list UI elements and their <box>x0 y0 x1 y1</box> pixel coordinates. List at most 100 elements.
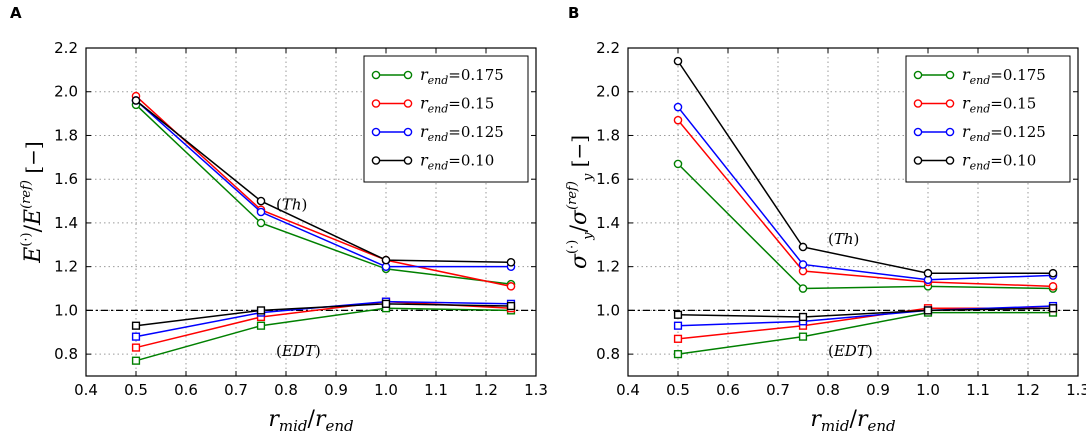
series-line-edt <box>135 307 512 362</box>
x-tick-label: 0.8 <box>274 381 298 399</box>
y-tick-label: 1.0 <box>54 301 78 319</box>
data-point-th <box>673 159 683 169</box>
data-point-edt <box>256 306 266 315</box>
y-tick-label: 2.0 <box>596 83 620 101</box>
data-point-edt <box>506 301 516 311</box>
data-point-th <box>131 96 141 105</box>
legend-marker <box>945 70 955 80</box>
series-line-edt <box>135 303 512 327</box>
series-line-edt <box>677 311 1053 355</box>
data-point-edt <box>131 356 141 365</box>
x-tick-label: 1.2 <box>474 381 498 399</box>
y-tick-label: 2.0 <box>54 83 78 101</box>
x-tick-label: 0.4 <box>616 381 640 399</box>
data-point-th <box>1048 282 1058 291</box>
legend-marker <box>945 127 955 137</box>
x-tick-label: 1.0 <box>374 381 398 399</box>
x-tick-label: 1.0 <box>916 381 940 399</box>
data-point-edt <box>131 332 141 341</box>
y-tick-label: 0.8 <box>596 345 620 363</box>
data-point-th <box>381 255 391 265</box>
data-point-edt <box>256 321 266 330</box>
x-tick-label: 0.4 <box>74 381 98 399</box>
legend-marker <box>945 156 955 165</box>
x-tick-label: 1.3 <box>1066 381 1086 399</box>
data-point-edt <box>798 332 808 341</box>
y-axis-label: σ(·)y/σ(ref)y [−] <box>565 135 596 269</box>
series-line-th <box>677 119 1054 288</box>
legend-marker <box>403 99 413 108</box>
data-point-th <box>256 207 266 217</box>
y-tick-label: 0.8 <box>54 345 78 363</box>
data-point-edt <box>673 310 683 319</box>
x-tick-label: 0.7 <box>224 381 248 399</box>
series-line-th <box>135 99 512 264</box>
series-line-th <box>135 99 511 268</box>
y-axis-label: E(·)/E(ref) [−] <box>19 141 46 263</box>
x-axis-label: rmid/rend <box>268 407 353 435</box>
legend-entry: rend=0.125 <box>420 122 504 144</box>
x-tick-label: 1.3 <box>524 381 548 399</box>
x-tick-label: 1.2 <box>1016 381 1040 399</box>
annotation: (EDT) <box>828 342 873 360</box>
legend-entry: rend=0.15 <box>962 94 1036 116</box>
y-tick-label: 2.2 <box>54 39 78 57</box>
legend-marker <box>945 99 955 108</box>
plot-frame <box>627 47 1079 377</box>
legend-marker <box>913 127 923 137</box>
x-tick-label: 0.9 <box>324 381 348 399</box>
series-line-th <box>677 163 1054 290</box>
panel-a: A 0.4 0.5 0.6 0.7 0.8 0.9 1.0 1.1 1.2 1.3 0.8 1.0 1.2… <box>10 4 548 435</box>
data-point-edt <box>1048 304 1058 313</box>
x-tick-label: 0.7 <box>766 381 790 399</box>
x-tick-label: 0.5 <box>124 381 148 399</box>
data-point-th <box>798 284 808 293</box>
data-point-th <box>506 257 516 267</box>
x-tick-label: 0.5 <box>666 381 690 399</box>
x-tick-label: 1.1 <box>424 381 448 399</box>
data-point-th <box>798 260 808 269</box>
y-tick-label: 1.4 <box>54 214 78 232</box>
legend-marker <box>371 70 381 80</box>
series-line-edt <box>135 300 512 349</box>
legend-marker <box>371 127 381 137</box>
y-tick-label: 1.2 <box>54 258 78 276</box>
data-point-th <box>673 102 683 112</box>
data-point-edt <box>923 306 933 315</box>
x-tick-label: 1.1 <box>966 381 990 399</box>
series-line-th <box>135 95 512 288</box>
series-line-edt <box>677 307 1054 318</box>
series-line-edt <box>677 305 1054 327</box>
series-line-th <box>135 104 512 285</box>
data-point-th <box>673 115 683 125</box>
data-point-edt <box>673 334 683 343</box>
series-line-th <box>677 60 1053 274</box>
data-point-edt <box>798 312 808 322</box>
data-point-th <box>673 56 683 66</box>
legend-entry: rend=0.175 <box>420 65 504 87</box>
legend-marker <box>371 156 381 165</box>
y-tick-label: 1.6 <box>596 170 620 188</box>
x-tick-label: 0.9 <box>866 381 890 399</box>
data-point-edt <box>131 321 141 330</box>
series-line-th <box>677 106 1054 281</box>
y-tick-label: 1.6 <box>54 170 78 188</box>
data-point-edt <box>131 343 141 352</box>
data-point-th <box>256 196 266 206</box>
data-point-th <box>798 242 808 252</box>
y-tick-label: 1.0 <box>596 301 620 319</box>
plot-frame <box>85 47 537 377</box>
annotation: (Th) <box>276 195 307 213</box>
legend-entry: rend=0.10 <box>420 151 494 173</box>
x-tick-label: 0.8 <box>816 381 840 399</box>
legend-marker <box>371 99 381 108</box>
legend-marker <box>403 156 413 165</box>
legend-entry: rend=0.175 <box>962 65 1046 87</box>
data-point-th <box>506 282 516 291</box>
y-tick-label: 2.2 <box>596 39 620 57</box>
legend-marker <box>403 70 413 80</box>
panel-b: B 0.4 0.5 0.6 0.7 0.8 0.9 1.0 1.1 1.2 1.3 0.8 1.0 1.2… <box>565 4 1086 435</box>
panel-label: B <box>568 4 579 22</box>
data-point-edt <box>673 321 683 330</box>
